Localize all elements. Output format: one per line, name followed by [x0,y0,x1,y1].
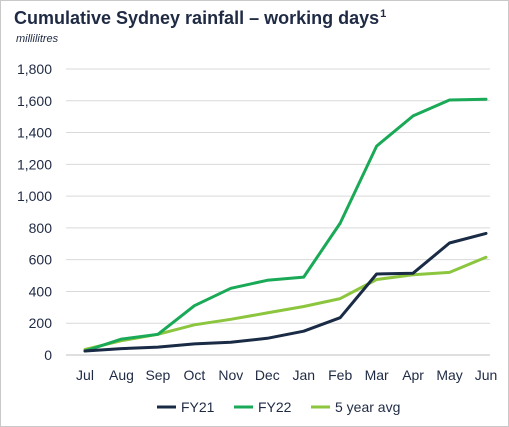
y-tick-label: 1,800 [17,61,52,77]
y-tick-label: 600 [29,252,53,268]
y-tick-label: 1,000 [17,188,52,204]
x-tick-label: Jan [292,367,315,383]
legend-label-5-year-avg: 5 year avg [335,399,400,415]
y-tick-label: 0 [44,347,52,363]
x-tick-label: Dec [255,367,280,383]
x-tick-label: Jun [475,367,498,383]
x-tick-label: Nov [218,367,243,383]
legend: FY21 FY22 5 year avg [157,399,400,415]
chart-title: Cumulative Sydney rainfall – working day… [14,8,386,29]
x-tick-label: Jul [76,367,94,383]
x-tick-label: Feb [328,367,352,383]
y-tick-label: 800 [29,220,53,236]
y-tick-label: 200 [29,315,53,331]
legend-label-fy21: FY21 [181,399,215,415]
x-tick-label: Oct [183,367,205,383]
gridlines [66,68,490,324]
x-tick-label: May [436,367,462,383]
axes: 0 200 400 600 800 1,000 1,200 1,400 1,600 1,800 Ju… [17,61,497,383]
series-line-fy22 [83,97,488,353]
title-footnote-marker: 1 [380,8,387,20]
y-tick-label: 1,200 [17,156,52,172]
x-tick-label: Aug [109,367,134,383]
y-tick-label: 1,600 [17,93,52,109]
series-line-fy21 [83,231,488,353]
x-tick-label: Apr [402,367,424,383]
x-tick-label: Sep [145,367,170,383]
legend-label-fy22: FY22 [258,399,292,415]
y-tick-label: 400 [29,283,53,299]
y-axis-units: millilitres [16,33,59,45]
x-tick-label: Mar [365,367,389,383]
series-lines [83,97,488,353]
y-tick-label: 1,400 [17,125,52,141]
chart-title-text: Cumulative Sydney rainfall – working day… [14,8,380,28]
